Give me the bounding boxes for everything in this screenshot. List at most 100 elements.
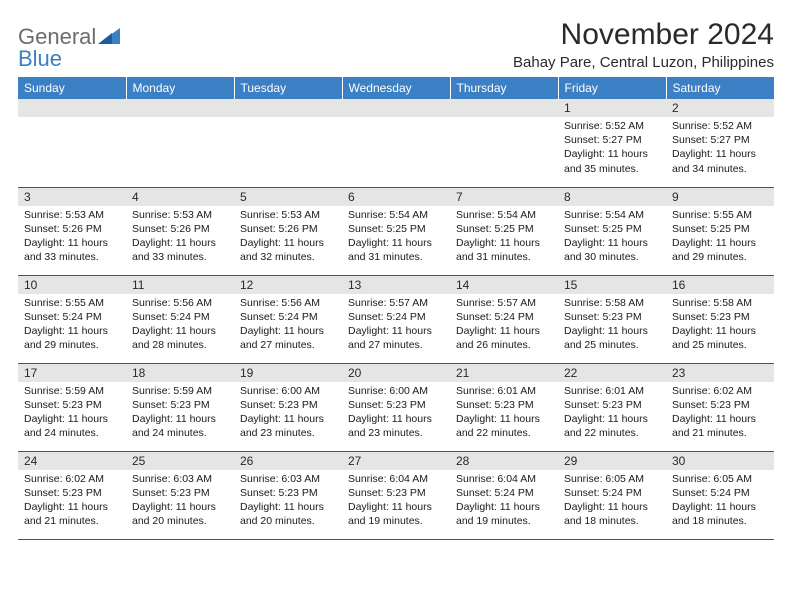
day-number xyxy=(126,99,234,117)
day-number: 20 xyxy=(342,364,450,382)
day-content: Sunrise: 5:52 AMSunset: 5:27 PMDaylight:… xyxy=(666,117,774,180)
calendar-cell: 22Sunrise: 6:01 AMSunset: 5:23 PMDayligh… xyxy=(558,363,666,451)
day-number: 3 xyxy=(18,188,126,206)
day-number xyxy=(450,99,558,117)
day-number: 10 xyxy=(18,276,126,294)
day-number: 7 xyxy=(450,188,558,206)
calendar-cell: 6Sunrise: 5:54 AMSunset: 5:25 PMDaylight… xyxy=(342,187,450,275)
day-number xyxy=(342,99,450,117)
day-header: Saturday xyxy=(666,77,774,99)
day-number: 11 xyxy=(126,276,234,294)
day-content: Sunrise: 5:59 AMSunset: 5:23 PMDaylight:… xyxy=(126,382,234,445)
calendar-cell xyxy=(126,99,234,187)
calendar-cell: 17Sunrise: 5:59 AMSunset: 5:23 PMDayligh… xyxy=(18,363,126,451)
calendar-cell: 20Sunrise: 6:00 AMSunset: 5:23 PMDayligh… xyxy=(342,363,450,451)
day-content: Sunrise: 5:58 AMSunset: 5:23 PMDaylight:… xyxy=(666,294,774,357)
day-content: Sunrise: 6:02 AMSunset: 5:23 PMDaylight:… xyxy=(18,470,126,533)
day-number: 9 xyxy=(666,188,774,206)
month-title: November 2024 xyxy=(513,18,774,52)
day-number: 28 xyxy=(450,452,558,470)
day-content: Sunrise: 6:02 AMSunset: 5:23 PMDaylight:… xyxy=(666,382,774,445)
day-number: 21 xyxy=(450,364,558,382)
day-content: Sunrise: 5:54 AMSunset: 5:25 PMDaylight:… xyxy=(342,206,450,269)
calendar-table: SundayMondayTuesdayWednesdayThursdayFrid… xyxy=(18,77,774,540)
day-number xyxy=(18,99,126,117)
calendar-cell: 28Sunrise: 6:04 AMSunset: 5:24 PMDayligh… xyxy=(450,451,558,539)
day-content: Sunrise: 6:01 AMSunset: 5:23 PMDaylight:… xyxy=(558,382,666,445)
day-content: Sunrise: 5:58 AMSunset: 5:23 PMDaylight:… xyxy=(558,294,666,357)
calendar-cell: 23Sunrise: 6:02 AMSunset: 5:23 PMDayligh… xyxy=(666,363,774,451)
day-content: Sunrise: 5:53 AMSunset: 5:26 PMDaylight:… xyxy=(18,206,126,269)
day-content: Sunrise: 5:57 AMSunset: 5:24 PMDaylight:… xyxy=(450,294,558,357)
calendar-week-row: 10Sunrise: 5:55 AMSunset: 5:24 PMDayligh… xyxy=(18,275,774,363)
day-content: Sunrise: 5:55 AMSunset: 5:24 PMDaylight:… xyxy=(18,294,126,357)
day-number: 12 xyxy=(234,276,342,294)
calendar-cell: 26Sunrise: 6:03 AMSunset: 5:23 PMDayligh… xyxy=(234,451,342,539)
day-header: Wednesday xyxy=(342,77,450,99)
calendar-cell: 24Sunrise: 6:02 AMSunset: 5:23 PMDayligh… xyxy=(18,451,126,539)
day-number: 23 xyxy=(666,364,774,382)
day-number: 1 xyxy=(558,99,666,117)
day-number: 22 xyxy=(558,364,666,382)
day-header-row: SundayMondayTuesdayWednesdayThursdayFrid… xyxy=(18,77,774,99)
day-number: 6 xyxy=(342,188,450,206)
calendar-cell: 1Sunrise: 5:52 AMSunset: 5:27 PMDaylight… xyxy=(558,99,666,187)
title-block: November 2024 Bahay Pare, Central Luzon,… xyxy=(513,18,774,71)
calendar-cell: 9Sunrise: 5:55 AMSunset: 5:25 PMDaylight… xyxy=(666,187,774,275)
calendar-cell xyxy=(342,99,450,187)
day-number: 29 xyxy=(558,452,666,470)
day-content: Sunrise: 5:57 AMSunset: 5:24 PMDaylight:… xyxy=(342,294,450,357)
day-content: Sunrise: 6:00 AMSunset: 5:23 PMDaylight:… xyxy=(234,382,342,445)
day-number: 27 xyxy=(342,452,450,470)
day-number: 2 xyxy=(666,99,774,117)
day-number: 16 xyxy=(666,276,774,294)
calendar-cell: 4Sunrise: 5:53 AMSunset: 5:26 PMDaylight… xyxy=(126,187,234,275)
calendar-cell: 13Sunrise: 5:57 AMSunset: 5:24 PMDayligh… xyxy=(342,275,450,363)
day-content: Sunrise: 6:05 AMSunset: 5:24 PMDaylight:… xyxy=(558,470,666,533)
day-number: 15 xyxy=(558,276,666,294)
day-number: 24 xyxy=(18,452,126,470)
calendar-cell: 11Sunrise: 5:56 AMSunset: 5:24 PMDayligh… xyxy=(126,275,234,363)
calendar-cell: 10Sunrise: 5:55 AMSunset: 5:24 PMDayligh… xyxy=(18,275,126,363)
day-content: Sunrise: 6:05 AMSunset: 5:24 PMDaylight:… xyxy=(666,470,774,533)
calendar-week-row: 24Sunrise: 6:02 AMSunset: 5:23 PMDayligh… xyxy=(18,451,774,539)
calendar-cell: 21Sunrise: 6:01 AMSunset: 5:23 PMDayligh… xyxy=(450,363,558,451)
day-content: Sunrise: 5:55 AMSunset: 5:25 PMDaylight:… xyxy=(666,206,774,269)
day-number: 8 xyxy=(558,188,666,206)
calendar-cell: 14Sunrise: 5:57 AMSunset: 5:24 PMDayligh… xyxy=(450,275,558,363)
day-content: Sunrise: 5:56 AMSunset: 5:24 PMDaylight:… xyxy=(234,294,342,357)
day-number: 26 xyxy=(234,452,342,470)
day-number xyxy=(234,99,342,117)
day-number: 30 xyxy=(666,452,774,470)
calendar-cell xyxy=(450,99,558,187)
day-number: 14 xyxy=(450,276,558,294)
calendar-cell: 3Sunrise: 5:53 AMSunset: 5:26 PMDaylight… xyxy=(18,187,126,275)
calendar-cell: 8Sunrise: 5:54 AMSunset: 5:25 PMDaylight… xyxy=(558,187,666,275)
day-content: Sunrise: 6:01 AMSunset: 5:23 PMDaylight:… xyxy=(450,382,558,445)
calendar-cell: 7Sunrise: 5:54 AMSunset: 5:25 PMDaylight… xyxy=(450,187,558,275)
day-content: Sunrise: 6:00 AMSunset: 5:23 PMDaylight:… xyxy=(342,382,450,445)
logo-text-blue: Blue xyxy=(18,46,62,71)
calendar-cell: 27Sunrise: 6:04 AMSunset: 5:23 PMDayligh… xyxy=(342,451,450,539)
day-number: 13 xyxy=(342,276,450,294)
day-content: Sunrise: 5:59 AMSunset: 5:23 PMDaylight:… xyxy=(18,382,126,445)
calendar-cell: 12Sunrise: 5:56 AMSunset: 5:24 PMDayligh… xyxy=(234,275,342,363)
calendar-week-row: 1Sunrise: 5:52 AMSunset: 5:27 PMDaylight… xyxy=(18,99,774,187)
calendar-cell: 16Sunrise: 5:58 AMSunset: 5:23 PMDayligh… xyxy=(666,275,774,363)
day-content: Sunrise: 5:56 AMSunset: 5:24 PMDaylight:… xyxy=(126,294,234,357)
day-number: 25 xyxy=(126,452,234,470)
day-number: 18 xyxy=(126,364,234,382)
day-content: Sunrise: 5:52 AMSunset: 5:27 PMDaylight:… xyxy=(558,117,666,180)
day-header: Monday xyxy=(126,77,234,99)
day-content: Sunrise: 5:54 AMSunset: 5:25 PMDaylight:… xyxy=(558,206,666,269)
day-number: 5 xyxy=(234,188,342,206)
day-header: Thursday xyxy=(450,77,558,99)
day-content: Sunrise: 5:53 AMSunset: 5:26 PMDaylight:… xyxy=(126,206,234,269)
day-number: 4 xyxy=(126,188,234,206)
calendar-cell: 18Sunrise: 5:59 AMSunset: 5:23 PMDayligh… xyxy=(126,363,234,451)
day-number: 19 xyxy=(234,364,342,382)
logo-blue-wrap: Blue xyxy=(18,46,62,72)
calendar-cell: 15Sunrise: 5:58 AMSunset: 5:23 PMDayligh… xyxy=(558,275,666,363)
day-content: Sunrise: 6:03 AMSunset: 5:23 PMDaylight:… xyxy=(234,470,342,533)
day-header: Friday xyxy=(558,77,666,99)
